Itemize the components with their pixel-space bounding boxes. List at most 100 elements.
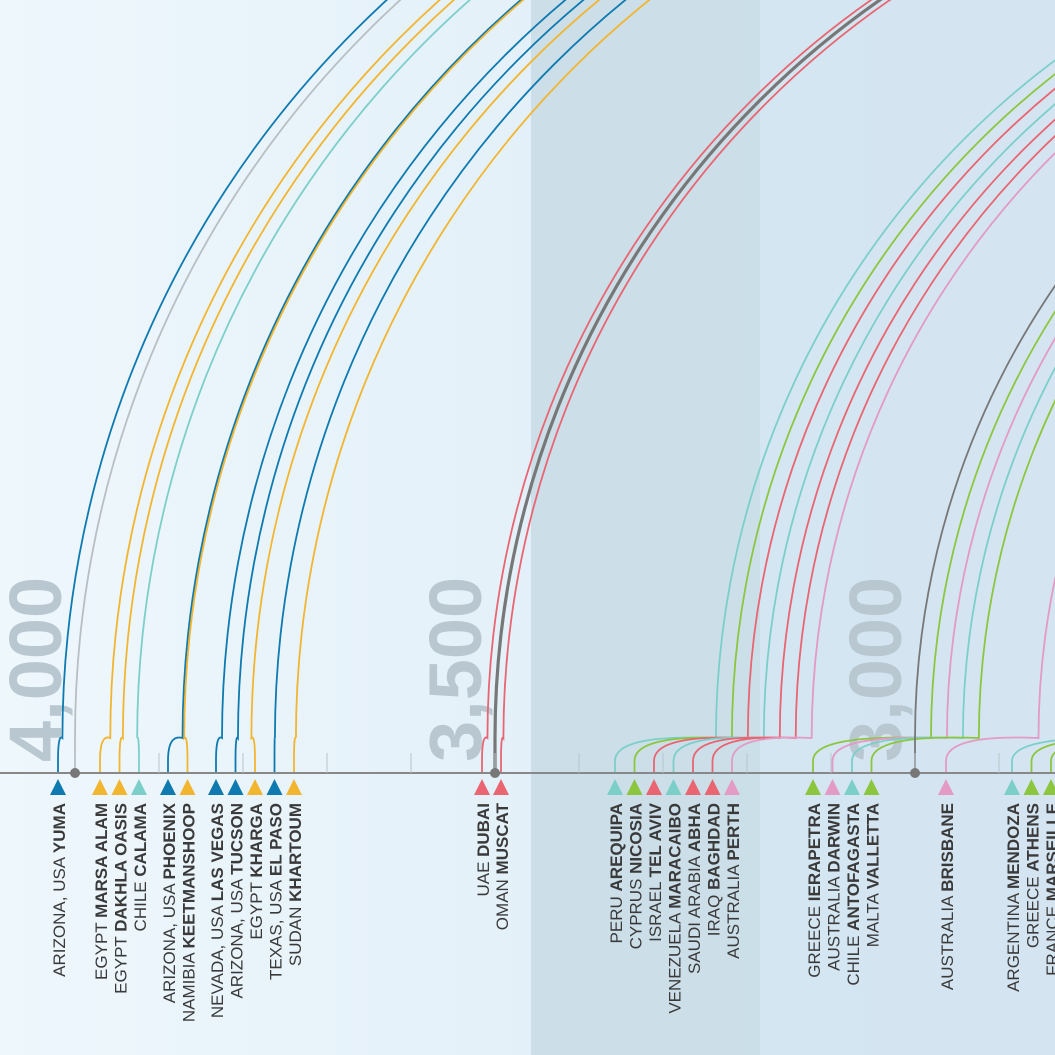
highlight-band-fade [760,0,1055,1055]
city-name: ABHA [685,803,704,852]
city-marker-triangle [824,779,841,795]
city-label: PERU AREQUIPA [607,803,626,943]
arc-reference [493,0,883,773]
city-name: LAS VEGAS [208,803,227,901]
city-marker-triangle [685,779,701,795]
city-name: YUMA [50,803,69,853]
city-label: CYPRUS NICOSIA [627,803,646,949]
axis-tick-labels: 4,000 3,500 3,000 [0,577,917,762]
country-name: ISRAEL [646,877,665,942]
city-label: SAUDI ARABIA ABHA [685,803,704,974]
arc-tucson [234,0,585,773]
arc-yuma [57,0,388,773]
arc-marsa-alam [99,0,442,773]
country-name: FRANCE [1043,901,1055,976]
city-label: UAE DUBAI [474,803,493,897]
arc-series-layer [57,0,1055,773]
city-marker-triangle [179,779,196,795]
city-name: TUCSON [228,803,247,875]
marker-layer [50,768,1055,795]
arc-keetmanshoop [183,0,525,773]
city-marker-triangle [247,779,263,795]
city-marker-triangle [111,779,128,795]
reference-dot [70,768,80,778]
arc-tel-aviv [653,87,1055,773]
country-name: CYPRUS [627,874,646,950]
city-name: PERTH [724,803,743,861]
axis-tick-label: 3,500 [414,577,497,762]
city-marker-triangle [227,779,244,795]
city-label: GREECE IERAPETRA [805,803,824,978]
arc-darwin [831,336,1055,773]
city-name: MARSEILLE [1043,803,1055,901]
city-label: CHILE CALAMA [131,803,150,931]
city-marker-triangle [160,779,176,795]
city-name: PHOENIX [160,802,179,879]
city-name: MUSCAT [493,802,512,874]
country-name: UAE [474,857,493,897]
city-name: CALAMA [131,803,150,877]
city-label: IRAQ BAGHDAD [705,803,724,936]
city-marker-triangle [474,779,490,795]
city-name: AREQUIPA [607,803,626,891]
arc-arequipa [614,58,1055,773]
city-marker-triangle [1023,779,1040,795]
country-name: AUSTRALIA [938,892,957,990]
country-name: AUSTRALIA [724,861,743,959]
city-marker-triangle [844,779,860,795]
city-marker-triangle [805,779,821,795]
city-label: SUDAN KHARTOUM [286,803,305,966]
arc-reference [74,0,402,773]
city-label: ARIZONA, USA PHOENIX [160,802,179,1003]
country-name: TEXAS, USA [267,876,286,980]
country-name: AUSTRALIA [825,873,844,971]
city-name: DAKHLA OASIS [112,803,131,932]
city-marker-triangle [646,779,662,795]
arc-khartoum [293,0,651,773]
city-label: ISRAEL TEL AVIV [646,802,665,942]
city-name: KEETMANSHOOP [180,803,199,948]
city-name: DUBAI [474,803,493,857]
country-name: SAUDI ARABIA [685,852,704,974]
arc-valletta [870,398,1055,773]
city-label: VENEZUELA MARACAIBO [666,803,685,1014]
city-label: ARIZONA, USA YUMA [50,803,69,977]
arc-kharga [250,0,601,773]
city-name: BAGHDAD [705,803,724,890]
country-name: EGYPT [112,932,131,994]
city-marker-triangle [607,779,623,795]
country-name: SUDAN [286,902,305,966]
city-label: EGYPT KHARGA [247,803,266,940]
city-name: VALLETTA [864,803,883,889]
country-name: IRAQ [705,890,724,936]
arc-reference [914,284,1055,773]
city-label: AUSTRALIA DARWIN [825,803,844,971]
country-name: ARIZONA, USA [50,853,69,977]
country-name: MALTA [864,889,883,947]
country-name: VENEZUELA [666,909,685,1014]
country-name: EGYPT [247,878,266,940]
country-name: GREECE [805,901,824,978]
city-marker-triangle [1004,779,1020,795]
arc-muscat [500,0,892,773]
city-label: TEXAS, USA EL PASO [267,803,286,980]
city-marker-triangle [724,779,740,795]
city-marker-triangle [704,779,721,795]
city-label: CHILE ANTOFAGASTA [844,803,863,986]
arc-el-paso [273,0,627,773]
city-marker-triangle [1043,779,1055,795]
arc-abha [692,118,1055,773]
city-name: DARWIN [825,803,844,873]
city-name: TEL AVIV [646,802,665,877]
arc-dubai [481,0,873,773]
arc-maracaibo [672,102,1055,773]
country-name: EGYPT [92,918,111,980]
city-marker-triangle [665,779,682,795]
city-name: BRISBANE [938,803,957,892]
city-name: EL PASO [267,803,286,876]
country-name: ARIZONA, USA [160,880,179,1004]
city-name: ANTOFAGASTA [844,803,863,931]
